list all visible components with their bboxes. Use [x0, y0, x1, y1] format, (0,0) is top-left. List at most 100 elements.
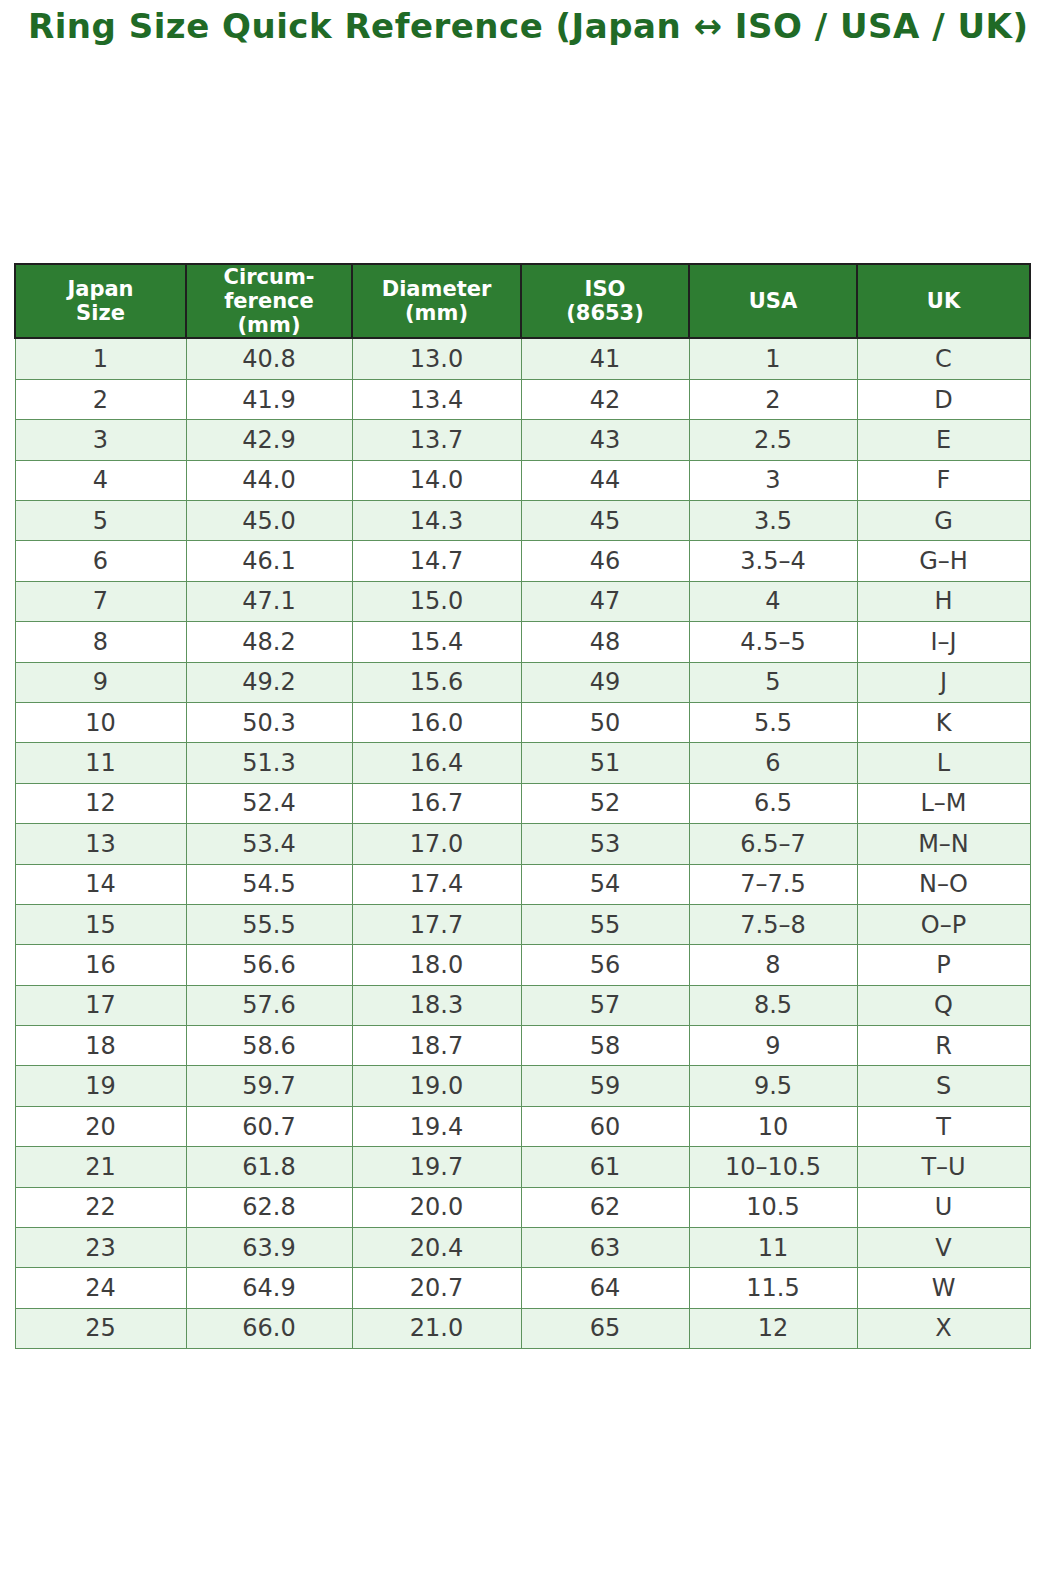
table-cell: 3 — [689, 460, 857, 500]
table-cell: V — [857, 1228, 1030, 1268]
table-row: 2363.920.46311V — [15, 1228, 1030, 1268]
column-header: Circum- ference (mm) — [186, 264, 352, 338]
table-cell: 16.7 — [352, 783, 521, 823]
table-cell: 21 — [15, 1147, 186, 1187]
table-cell: I–J — [857, 622, 1030, 662]
table-row: 2262.820.06210.5U — [15, 1187, 1030, 1227]
table-cell: 2 — [15, 379, 186, 419]
column-header: Diameter (mm) — [352, 264, 521, 338]
table-cell: 4 — [689, 581, 857, 621]
table-cell: 1 — [15, 338, 186, 379]
table-row: 2060.719.46010T — [15, 1106, 1030, 1146]
table-cell: 10.5 — [689, 1187, 857, 1227]
table-cell: 56 — [521, 945, 689, 985]
table-cell: 45.0 — [186, 500, 352, 540]
table-cell: 41.9 — [186, 379, 352, 419]
table-cell: 11.5 — [689, 1268, 857, 1308]
table-cell: M–N — [857, 824, 1030, 864]
table-cell: 56.6 — [186, 945, 352, 985]
table-row: 1656.618.0568P — [15, 945, 1030, 985]
table-cell: 6.5 — [689, 783, 857, 823]
table-cell: 54 — [521, 864, 689, 904]
table-cell: 53.4 — [186, 824, 352, 864]
table-row: 241.913.4422D — [15, 379, 1030, 419]
table-cell: 47.1 — [186, 581, 352, 621]
table-cell: 3 — [15, 420, 186, 460]
table-cell: 17.7 — [352, 904, 521, 944]
table-cell: 59 — [521, 1066, 689, 1106]
table-row: 848.215.4484.5–5I–J — [15, 622, 1030, 662]
table-cell: 2 — [689, 379, 857, 419]
table-cell: 6 — [15, 541, 186, 581]
table-cell: 43 — [521, 420, 689, 460]
table-cell: 20.4 — [352, 1228, 521, 1268]
table-cell: 7 — [15, 581, 186, 621]
table-cell: 10–10.5 — [689, 1147, 857, 1187]
table-row: 1858.618.7589R — [15, 1026, 1030, 1066]
table-row: 1050.316.0505.5K — [15, 702, 1030, 742]
table-cell: T — [857, 1106, 1030, 1146]
column-header: ISO (8653) — [521, 264, 689, 338]
table-cell: 47 — [521, 581, 689, 621]
table-cell: 13.4 — [352, 379, 521, 419]
table-cell: 42 — [521, 379, 689, 419]
table-row: 1353.417.0536.5–7M–N — [15, 824, 1030, 864]
table-cell: 45 — [521, 500, 689, 540]
table-row: 444.014.0443F — [15, 460, 1030, 500]
table-row: 949.215.6495J — [15, 662, 1030, 702]
table-cell: 52 — [521, 783, 689, 823]
table-cell: 21.0 — [352, 1308, 521, 1348]
table-cell: 5 — [15, 500, 186, 540]
table-cell: O–P — [857, 904, 1030, 944]
table-cell: 61.8 — [186, 1147, 352, 1187]
table-cell: 57 — [521, 985, 689, 1025]
table-cell: 15 — [15, 904, 186, 944]
table-cell: 8 — [689, 945, 857, 985]
page-title: Ring Size Quick Reference (Japan ↔ ISO /… — [28, 6, 1029, 46]
table-cell: 44.0 — [186, 460, 352, 500]
table-cell: 12 — [689, 1308, 857, 1348]
table-row: 2161.819.76110–10.5T–U — [15, 1147, 1030, 1187]
table-cell: X — [857, 1308, 1030, 1348]
table-cell: 9 — [689, 1026, 857, 1066]
table-cell: L — [857, 743, 1030, 783]
table-cell: 15.6 — [352, 662, 521, 702]
table-cell: 19.7 — [352, 1147, 521, 1187]
table-cell: 61 — [521, 1147, 689, 1187]
table-cell: 20 — [15, 1106, 186, 1146]
table-cell: 51.3 — [186, 743, 352, 783]
table-cell: 65 — [521, 1308, 689, 1348]
table-cell: 6.5–7 — [689, 824, 857, 864]
table-cell: 64.9 — [186, 1268, 352, 1308]
page: Ring Size Quick Reference (Japan ↔ ISO /… — [0, 0, 1043, 1569]
table-cell: 41 — [521, 338, 689, 379]
table-cell: 16.4 — [352, 743, 521, 783]
table-cell: S — [857, 1066, 1030, 1106]
table-cell: 18 — [15, 1026, 186, 1066]
table-row: 646.114.7463.5–4G–H — [15, 541, 1030, 581]
table-cell: W — [857, 1268, 1030, 1308]
table-cell: 10 — [689, 1106, 857, 1146]
table-cell: 15.4 — [352, 622, 521, 662]
column-header: UK — [857, 264, 1030, 338]
table-cell: 9 — [15, 662, 186, 702]
table-cell: 13.7 — [352, 420, 521, 460]
table-cell: 14.7 — [352, 541, 521, 581]
table-cell: 60 — [521, 1106, 689, 1146]
table-cell: 58.6 — [186, 1026, 352, 1066]
table-cell: 7–7.5 — [689, 864, 857, 904]
table-cell: K — [857, 702, 1030, 742]
ring-size-table: Japan SizeCircum- ference (mm)Diameter (… — [14, 263, 1031, 1349]
table-cell: 57.6 — [186, 985, 352, 1025]
table-cell: J — [857, 662, 1030, 702]
table-cell: R — [857, 1026, 1030, 1066]
table-row: 1959.719.0599.5S — [15, 1066, 1030, 1106]
table-cell: 49.2 — [186, 662, 352, 702]
table-row: 2566.021.06512X — [15, 1308, 1030, 1348]
table-cell: 54.5 — [186, 864, 352, 904]
table-cell: 53 — [521, 824, 689, 864]
table-row: 1757.618.3578.5Q — [15, 985, 1030, 1025]
table-cell: 62.8 — [186, 1187, 352, 1227]
table-cell: Q — [857, 985, 1030, 1025]
table-cell: 25 — [15, 1308, 186, 1348]
